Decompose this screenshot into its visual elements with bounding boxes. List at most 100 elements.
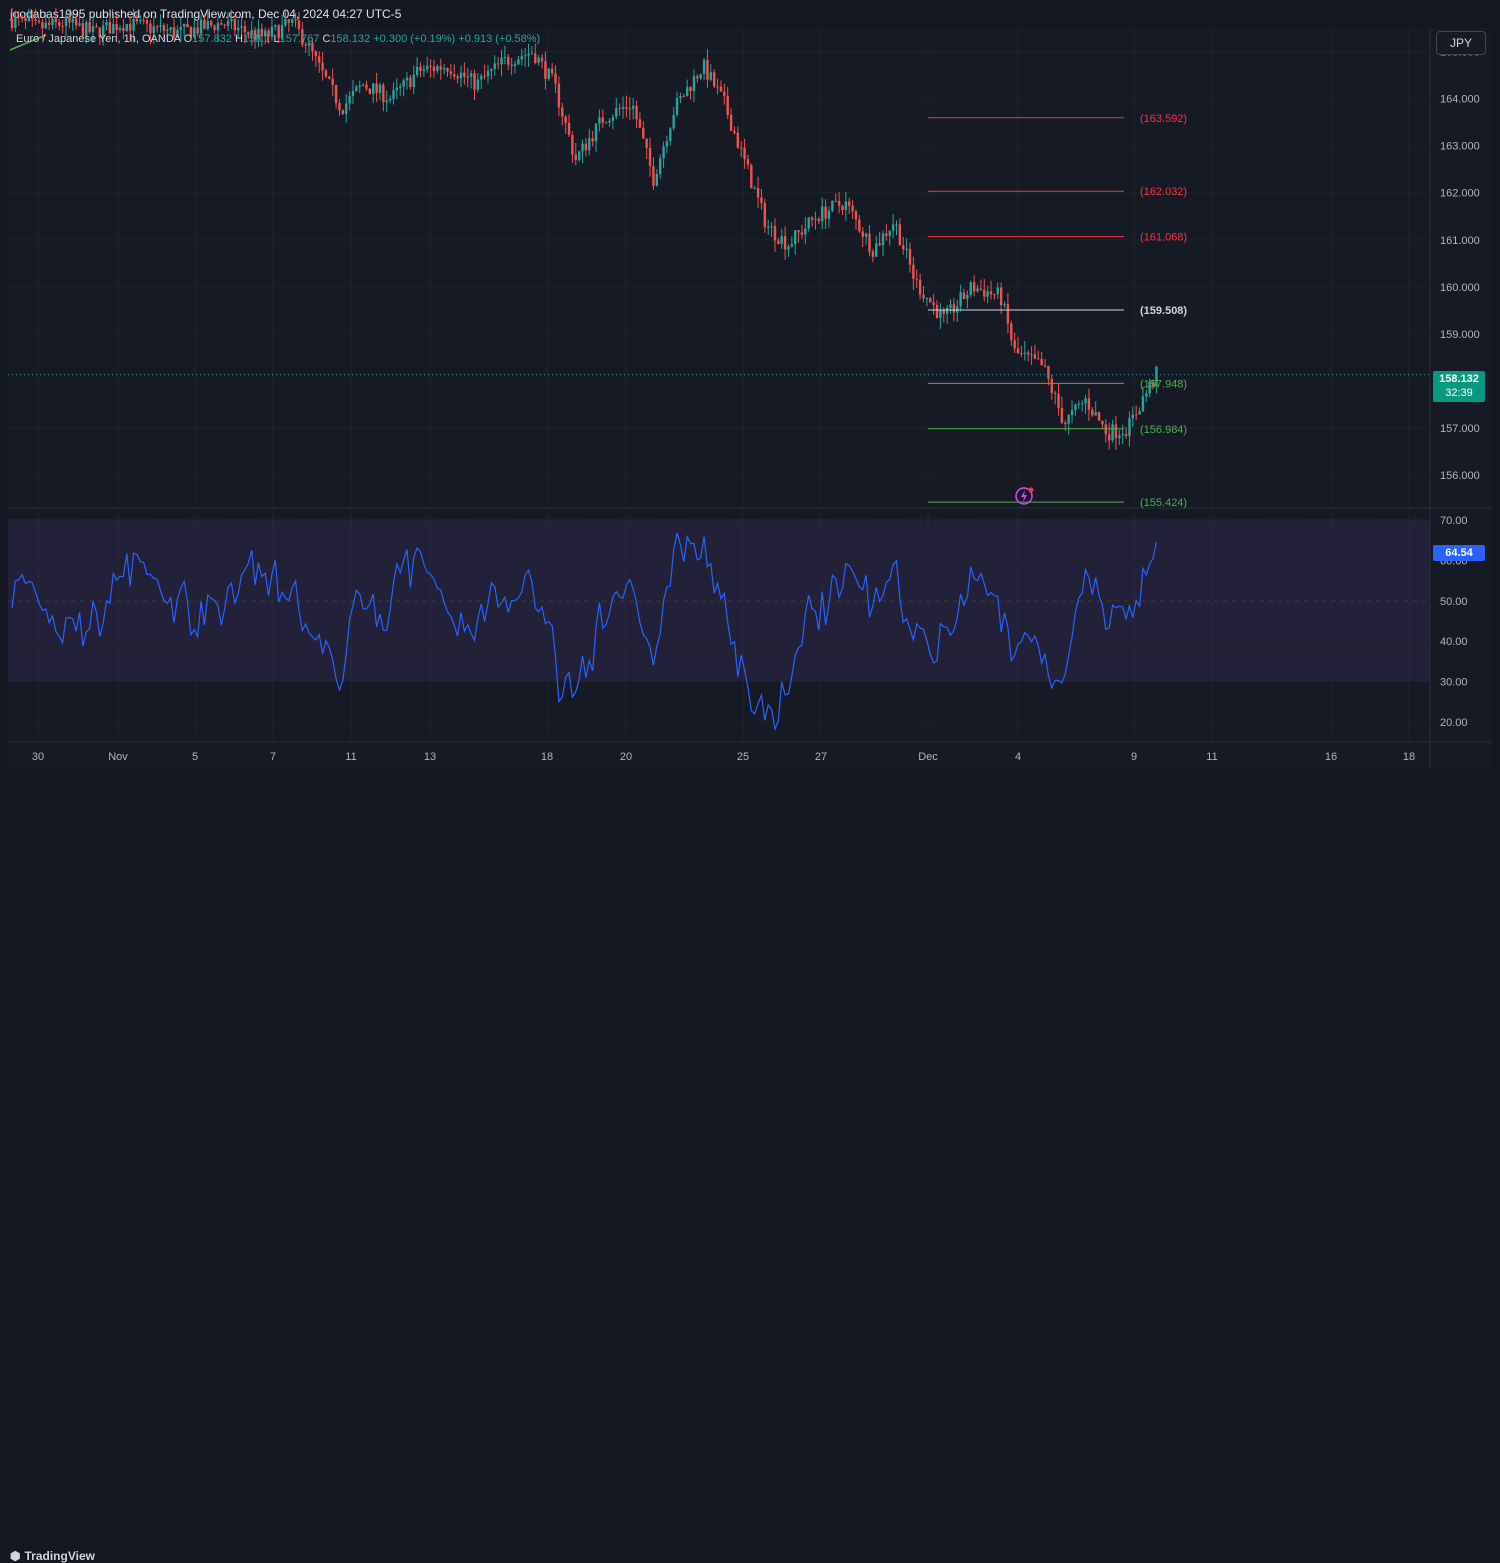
candle-body [220,23,223,25]
candle-body [571,135,574,155]
candle-body [696,76,699,79]
candle-body [679,96,682,99]
tradingview-mark-icon: ⬢ [10,1549,21,1563]
candle-body [345,103,348,114]
candle-body [935,305,939,318]
candle-body [767,226,770,228]
candle-body [311,42,314,52]
candle-body [432,66,436,71]
candle-body [831,200,834,211]
candle-body [483,75,486,77]
candle-body [851,205,854,212]
candle-body [74,18,78,26]
candle-body [1101,420,1104,425]
candle-body [810,217,814,220]
candle-body [1047,365,1050,379]
candle-body [608,120,611,123]
candle-body [604,122,608,124]
candle-body [888,230,891,236]
candle-body [675,98,679,115]
candle-body [226,21,230,26]
candle-body [689,87,692,92]
symbol-legend[interactable]: Euro / Japanese Yen, 1h, OANDA O157.832 … [16,33,540,45]
chart-frame[interactable] [8,28,1492,768]
candle-body [426,65,429,70]
event-dot-icon [1028,487,1034,493]
chart-svg[interactable]: 30Nov57111318202527Dec49111618165.000164… [0,0,1500,802]
candle-body [615,108,618,118]
currency-button[interactable]: JPY [1436,31,1486,55]
candle-body [878,243,881,246]
candle-body [979,288,983,290]
candle-body [638,119,642,128]
candle-body [999,287,1003,306]
candle-body [1016,348,1020,354]
candle-body [692,76,696,92]
price-tick-label: 161.000 [1440,235,1480,247]
candle-body [149,23,152,33]
candle-body [409,77,412,88]
candle-body [159,25,162,27]
candle-body [1053,392,1057,394]
candle-body [17,17,20,19]
candle-body [1003,304,1006,306]
candle-body [740,147,743,149]
candle-body [493,63,496,69]
tradingview-logo[interactable]: ⬢ TradingView [10,1549,95,1563]
candle-body [422,69,426,71]
candle-body [672,114,675,129]
candle-body [415,66,419,75]
candle-body [267,30,270,37]
candle-body [291,19,294,23]
candle-body [118,27,122,31]
candle-body [135,18,139,22]
candle-body [456,76,459,79]
time-tick-label: 18 [541,751,553,763]
candle-body [105,22,108,26]
candle-body [682,96,686,98]
candle-body [186,23,189,28]
candle-body [166,29,169,32]
candle-body [355,86,358,91]
candle-body [1040,358,1043,366]
candle-body [331,78,334,85]
candle-body [47,22,51,25]
candle-body [993,294,996,296]
time-tick-label: 18 [1403,751,1415,763]
candle-body [10,18,14,28]
candle-body [800,232,804,235]
candle-body [1121,434,1124,436]
candle-body [652,165,655,186]
candle-body [68,16,71,23]
rsi-tick-label: 40.00 [1440,636,1468,648]
candle-body [503,56,507,58]
rsi-line [11,532,1157,732]
candle-body [358,85,361,87]
candle-body [473,73,476,90]
candle-body [1151,381,1155,387]
candle-body [956,306,959,313]
candle-body [787,246,790,250]
candle-body [824,206,827,219]
candle-body [1067,415,1070,425]
legend-o-label: O [183,33,193,45]
candle-body [341,110,345,114]
candle-body [361,84,365,86]
trendline-stub [9,34,47,51]
candle-body [736,132,740,148]
candle-body [854,211,858,220]
candle-body [841,205,844,211]
time-tick-label: 25 [737,751,749,763]
candle-body [513,64,517,67]
candle-body [858,219,861,232]
candle-body [760,197,763,204]
candle-body [466,76,469,78]
candle-body [412,74,415,88]
candle-body [662,146,665,159]
candle-body [898,224,902,246]
candle-body [388,98,392,101]
candle-body [989,291,993,295]
candle-body [648,147,652,166]
candle-body [706,59,709,80]
candle-body [199,19,203,34]
